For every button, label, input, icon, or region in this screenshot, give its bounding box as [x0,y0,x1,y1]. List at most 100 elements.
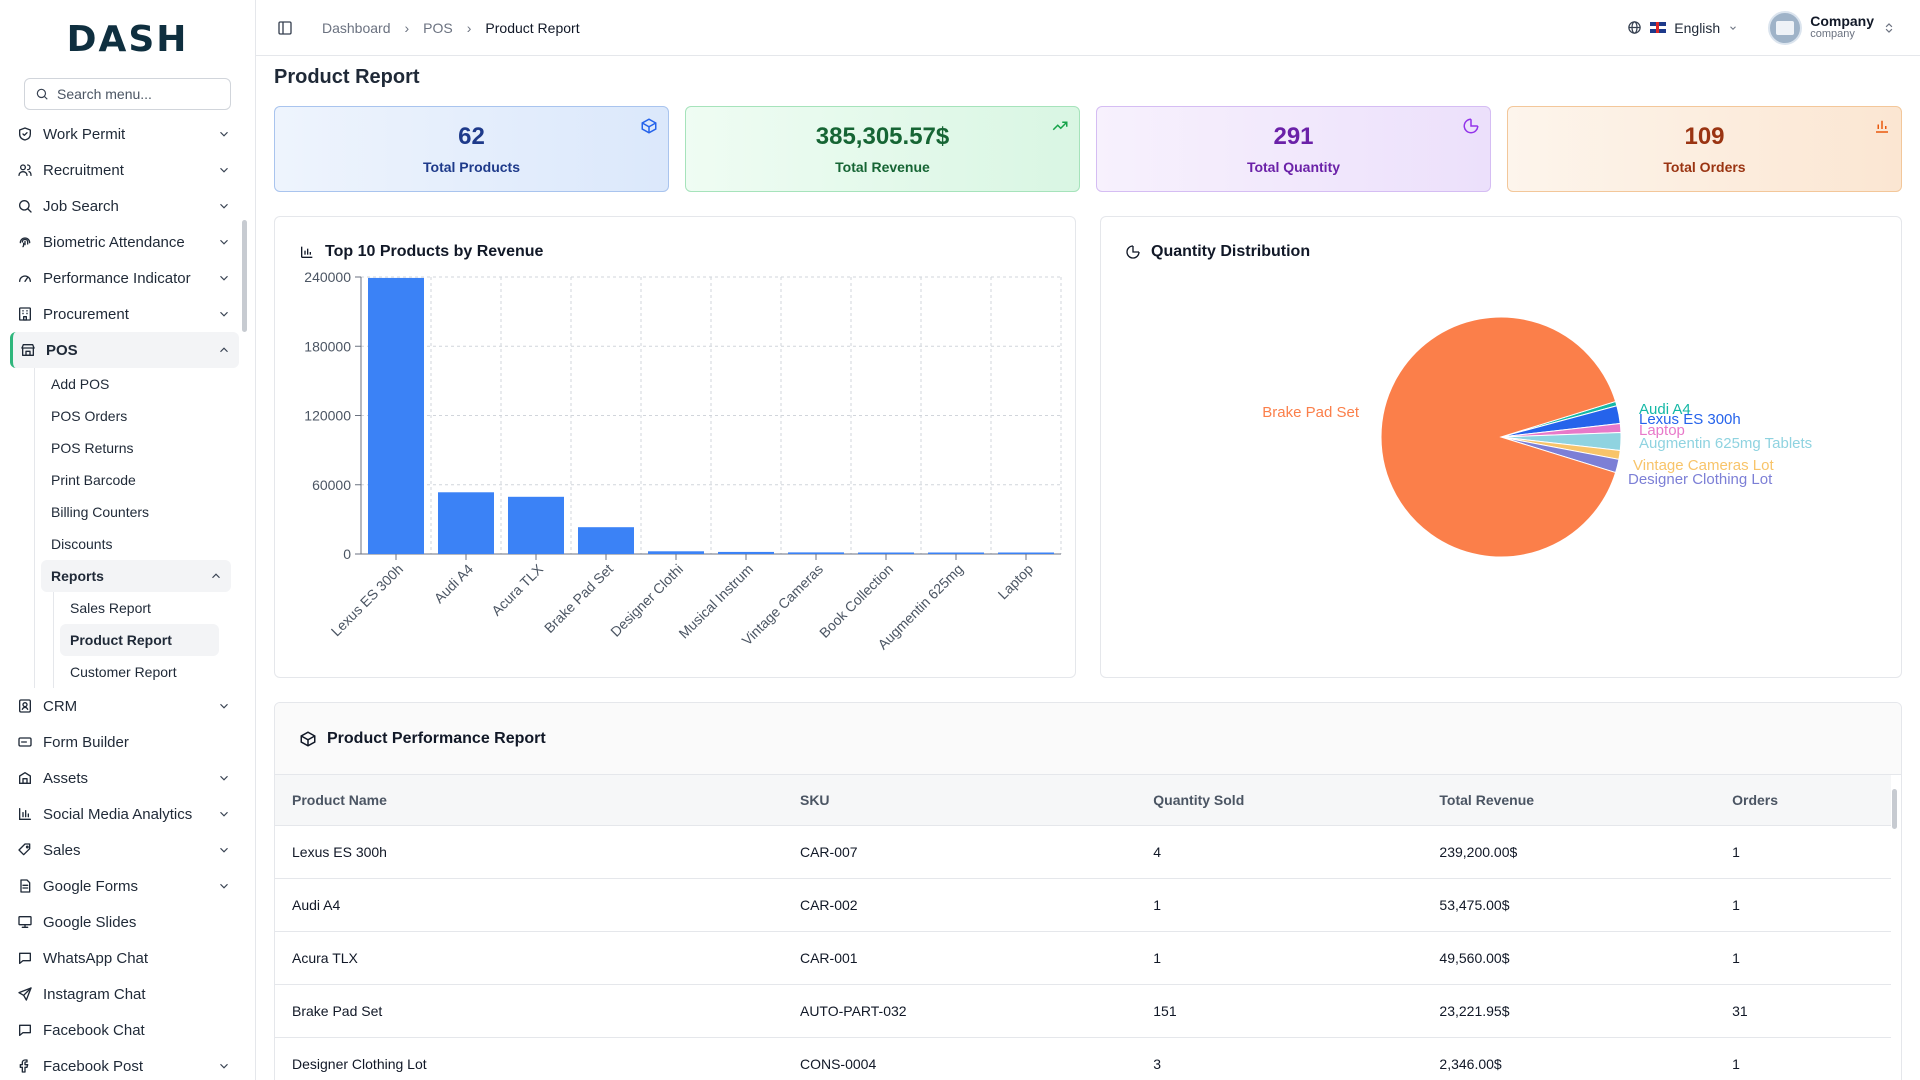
chat-icon [16,949,34,967]
sidebar-item-sales[interactable]: Sales [10,832,239,868]
bar-chart-icon [1876,120,1888,133]
pie-slice-brake-pad-set[interactable] [1380,316,1617,558]
sidebar-item-label: Procurement [43,305,129,323]
column-header-total-revenue[interactable]: Total Revenue [1422,775,1716,826]
pie-chart-icon [1463,118,1479,134]
bar-chart-title-text: Top 10 Products by Revenue [325,243,544,260]
page-title: Product Report [274,66,420,88]
chevron-down-icon [217,807,231,821]
logo[interactable]: DASH [0,0,255,78]
bar-chart: 0 60000 120000 180000 240000 Lexus ES 300h Aud… [304,269,1062,652]
sidebar-item-crm[interactable]: CRM [10,688,239,724]
sidebar-item-facebook-chat[interactable]: Facebook Chat [10,1012,239,1048]
column-header-quantity-sold[interactable]: Quantity Sold [1136,775,1423,826]
chevron-down-icon [217,843,231,857]
sidebar-subitem-sales-report[interactable]: Sales Report [70,600,151,616]
sidebar-item-instagram-chat[interactable]: Instagram Chat [10,976,239,1012]
sidebar-subitem-billing-counters[interactable]: Billing Counters [51,504,150,520]
y-tick-label: 0 [343,546,351,562]
sidebar-item-label: Recruitment [43,161,124,179]
facebook-icon [16,1057,34,1075]
gauge-icon [16,269,34,287]
sidebar-item-label: WhatsApp Chat [43,949,149,967]
sidebar-subitem-reports[interactable]: Reports [41,560,231,592]
table-row[interactable]: Audi A4 CAR-002 1 53,475.00$ 1 [275,878,1891,932]
chat-icon [16,1021,34,1039]
cell-quantity-sold: 3 [1136,1037,1423,1080]
sidebar-subitem-product-report[interactable]: Product Report [60,624,219,656]
stat-value: 62 [458,123,485,150]
sidebar-item-work-permit[interactable]: Work Permit [10,116,239,152]
sidebar-subitem-discounts[interactable]: Discounts [51,536,113,552]
sidebar-subitem-pos-returns[interactable]: POS Returns [51,440,134,456]
sidebar-toggle-button[interactable] [274,17,296,39]
sidebar-item-assets[interactable]: Assets [10,760,239,796]
column-header-orders[interactable]: Orders [1715,775,1891,826]
cell-total-revenue: 23,221.95$ [1422,984,1716,1038]
bar-designer-clothi[interactable] [648,551,704,554]
x-tick-label: Musical Instrum [675,561,756,642]
sidebar-item-form-builder[interactable]: Form Builder [10,724,239,760]
sidebar-scrollbar[interactable] [242,220,247,332]
breadcrumb-dashboard[interactable]: Dashboard [322,19,391,36]
sidebar-item-social-media-analytics[interactable]: Social Media Analytics [10,796,239,832]
table-card-header: Product Performance Report [275,703,1901,775]
sidebar-item-biometric-attendance[interactable]: Biometric Attendance [10,224,239,260]
sidebar-subitem-add-pos[interactable]: Add POS [51,376,110,392]
chevron-down-icon [217,127,231,141]
sidebar-item-recruitment[interactable]: Recruitment [10,152,239,188]
bar-laptop[interactable] [998,552,1054,555]
cell-total-revenue: 239,200.00$ [1422,825,1716,879]
breadcrumb-pos[interactable]: POS [423,19,453,36]
logo-text: DASH [66,18,189,60]
column-header-sku[interactable]: SKU [782,775,1137,826]
chevron-down-icon [217,1059,231,1073]
sidebar-item-google-forms[interactable]: Google Forms [10,868,239,904]
search-box[interactable] [24,78,231,110]
bar-augmentin-625mg[interactable] [928,552,984,555]
sidebar-item-whatsapp-chat[interactable]: WhatsApp Chat [10,940,239,976]
sidebar-item-label: Sales [43,841,81,859]
bar-brake-pad-set[interactable] [578,527,634,554]
cell-orders: 31 [1715,984,1891,1038]
table-body: Lexus ES 300h CAR-007 4 239,200.00$ 1 Audi A4… [275,825,1891,1080]
bar-musical-instrum[interactable] [718,551,774,554]
y-tick-label: 60000 [312,477,351,493]
bar-vintage-cameras[interactable] [788,552,844,554]
stat-label: Total Products [423,159,520,175]
language-selector[interactable]: English [1627,20,1738,36]
sidebar-item-job-search[interactable]: Job Search [10,188,239,224]
table-scrollbar[interactable] [1892,789,1897,829]
reports-label: Reports [51,568,104,584]
x-tick-label: Brake Pad Set [541,561,616,636]
column-header-product-name[interactable]: Product Name [275,775,783,826]
uk-flag-icon [1650,22,1667,33]
bar-acura-tlx[interactable] [508,496,564,554]
search-input[interactable] [57,86,217,102]
box-icon [300,730,316,747]
bar-book-collection[interactable] [858,552,914,555]
table-row[interactable]: Designer Clothing Lot CONS-0004 3 2,346.00$… [275,1037,1891,1080]
globe-icon [1628,21,1642,34]
sidebar-subitem-pos-orders[interactable]: POS Orders [51,408,128,424]
pie-label-brake-pad-set: Brake Pad Set [1262,404,1360,421]
sidebar-item-facebook-post[interactable]: Facebook Post [10,1048,239,1080]
sidebar-item-pos[interactable]: POS [10,332,239,368]
language-label: English [1674,19,1721,36]
table-row[interactable]: Lexus ES 300h CAR-007 4 239,200.00$ 1 [275,825,1891,879]
table-row[interactable]: Brake Pad Set AUTO-PART-032 151 23,221.95$ 3… [275,984,1891,1038]
sidebar-item-procurement[interactable]: Procurement [10,296,239,332]
sidebar-subitem-customer-report[interactable]: Customer Report [70,664,177,680]
sidebar-item-google-slides[interactable]: Google Slides [10,904,239,940]
sidebar-item-performance-indicator[interactable]: Performance Indicator [10,260,239,296]
bar-audi-a4[interactable] [438,492,494,554]
stat-card-total-products: 62 Total Products [274,106,669,192]
sidebar-subitem-print-barcode[interactable]: Print Barcode [51,472,136,488]
sidebar-item-label: CRM [43,697,78,715]
sidebar-item-label: Performance Indicator [43,269,191,287]
user-menu[interactable]: Company company [1768,10,1896,45]
bar-lexus-es-300h[interactable] [368,277,424,554]
sidebar: DASH Work Permit Recruitment Job Search Bio… [0,0,256,1080]
table-row[interactable]: Acura TLX CAR-001 1 49,560.00$ 1 [275,931,1891,985]
